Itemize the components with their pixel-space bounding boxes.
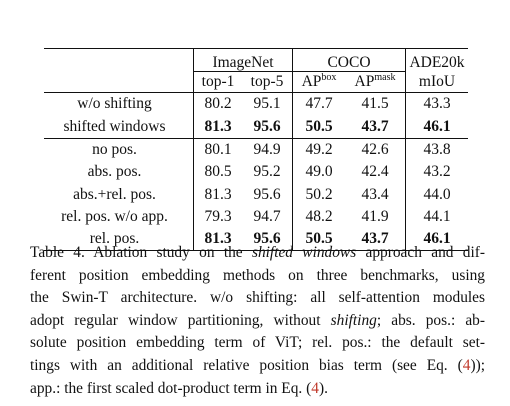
- miou-cell: 43.8: [405, 137, 468, 161]
- group-imagenet: ImageNet: [193, 48, 293, 72]
- miou-cell: 46.1: [405, 115, 468, 139]
- miou-cell: 46.1: [405, 227, 468, 252]
- table-header-metric-row: top-1 top-5 APbox APmask mIoU: [44, 71, 468, 93]
- top1-cell: 81.3: [193, 183, 242, 206]
- caption-text: approach and dif-: [356, 244, 485, 261]
- ablation-table-container: ImageNet COCO ADE20k top-1 top-5 APbox A…: [44, 48, 468, 252]
- top1-cell: 81.3: [193, 115, 242, 139]
- caption-text: tings with an additional relative positi…: [30, 356, 463, 374]
- table-caption: Table 4. Ablation study on the shifted w…: [30, 242, 485, 400]
- top5-cell: 95.2: [253, 163, 281, 181]
- table-row: no pos. 80.1 94.9 49.2 42.6 43.8: [44, 137, 468, 161]
- top1-cell: 80.1: [193, 137, 242, 161]
- table-row: abs. pos. 80.5 95.2 49.0 42.4 43.2: [44, 160, 468, 184]
- miou-cell: 44.1: [405, 205, 468, 228]
- table-row: shifted windows 81.3 95.6 50.5 43.7 46.1: [44, 115, 468, 139]
- top5-cell: 94.9: [242, 137, 293, 161]
- col-miou: mIoU: [405, 71, 468, 93]
- apbox-cell: 50.2: [292, 183, 345, 206]
- apbox-cell: 49.0: [292, 160, 345, 184]
- apmask-cell: 43.7: [361, 117, 389, 135]
- top5-cell: 95.6: [253, 117, 281, 135]
- caption-text: ));: [470, 356, 485, 374]
- apmask-cell: 41.9: [361, 207, 389, 225]
- miou-cell: 43.3: [405, 92, 468, 116]
- method-cell: no pos.: [44, 137, 194, 161]
- caption-text: adopt regular window partitioning, witho…: [30, 311, 331, 329]
- apmask-cell: 42.6: [345, 137, 406, 161]
- header-empty-cell: [44, 72, 194, 93]
- caption-line: adopt regular window partitioning, witho…: [30, 310, 485, 333]
- caption-line: Table 4. Ablation study on the shifted w…: [30, 242, 485, 265]
- caption-line: app.: the first scaled dot-product term …: [30, 378, 485, 401]
- caption-emphasis: shifted windows: [251, 244, 357, 261]
- top1-cell: 80.2: [193, 92, 242, 116]
- header-empty-cell: [44, 48, 194, 72]
- caption-line: solute position embedding term of ViT; r…: [30, 334, 485, 352]
- apmask-cell: 42.4: [361, 163, 389, 181]
- caption-line: tings with an additional relative positi…: [30, 355, 485, 378]
- caption-text: ).: [318, 379, 328, 397]
- method-cell: w/o shifting: [44, 92, 194, 116]
- caption-text: app.: the first scaled dot-product term …: [30, 379, 312, 397]
- group-coco: COCO: [292, 48, 406, 72]
- apmask-cell: 43.7: [345, 227, 406, 252]
- miou-cell: 44.0: [405, 183, 468, 206]
- col-ap-box: APbox: [292, 71, 345, 93]
- caption-line: the Swin-T architecture. w/o shifting: a…: [30, 289, 485, 307]
- top1-cell: 81.3: [193, 227, 242, 252]
- method-cell: rel. pos. w/o app.: [61, 207, 168, 225]
- method-cell: abs. pos.: [87, 163, 142, 181]
- apmask-cell: 41.5: [345, 92, 406, 116]
- method-cell: shifted windows: [63, 117, 166, 135]
- col-ap-mask: APmask: [354, 72, 396, 91]
- caption-line: ferent position embedding methods on thr…: [30, 266, 485, 284]
- method-cell: abs.+rel. pos.: [73, 185, 156, 203]
- top1-cell: 79.3: [193, 205, 242, 228]
- equation-reference-link[interactable]: 4: [311, 379, 319, 397]
- table-row: rel. pos. 81.3 95.6 50.5 43.7 46.1: [44, 227, 468, 252]
- apbox-cell: 48.2: [292, 205, 345, 228]
- group-ade20k: ADE20k: [405, 48, 468, 72]
- col-top5: top-5: [250, 73, 284, 91]
- table-header-group-row: ImageNet COCO ADE20k: [44, 48, 468, 72]
- caption-text: ; abs. pos.: ab-: [376, 311, 485, 329]
- top5-cell: 95.6: [242, 227, 293, 252]
- table-row: abs.+rel. pos. 81.3 95.6 50.2 43.4 44.0: [44, 183, 468, 206]
- apbox-cell: 49.2: [292, 137, 345, 161]
- top5-cell: 95.1: [242, 92, 293, 116]
- caption-emphasis: shifting: [330, 311, 377, 329]
- equation-reference-link[interactable]: 4: [462, 356, 471, 374]
- top1-cell: 80.5: [193, 160, 242, 184]
- apbox-cell: 50.5: [292, 227, 345, 252]
- apbox-cell: 47.7: [292, 92, 345, 116]
- table-row: rel. pos. w/o app. 79.3 94.7 48.2 41.9 4…: [44, 205, 468, 228]
- miou-cell: 43.2: [405, 160, 468, 184]
- top5-cell: 94.7: [253, 207, 281, 225]
- table-row: w/o shifting 80.2 95.1 47.7 41.5 43.3: [44, 92, 468, 116]
- ablation-table: ImageNet COCO ADE20k top-1 top-5 APbox A…: [44, 48, 468, 252]
- method-cell: rel. pos.: [44, 227, 194, 252]
- apmask-cell: 43.4: [361, 185, 389, 203]
- apbox-cell: 50.5: [292, 115, 345, 139]
- col-top1: top-1: [193, 71, 242, 93]
- caption-text: Table 4. Ablation study on the: [30, 244, 252, 261]
- top5-cell: 95.6: [253, 185, 281, 203]
